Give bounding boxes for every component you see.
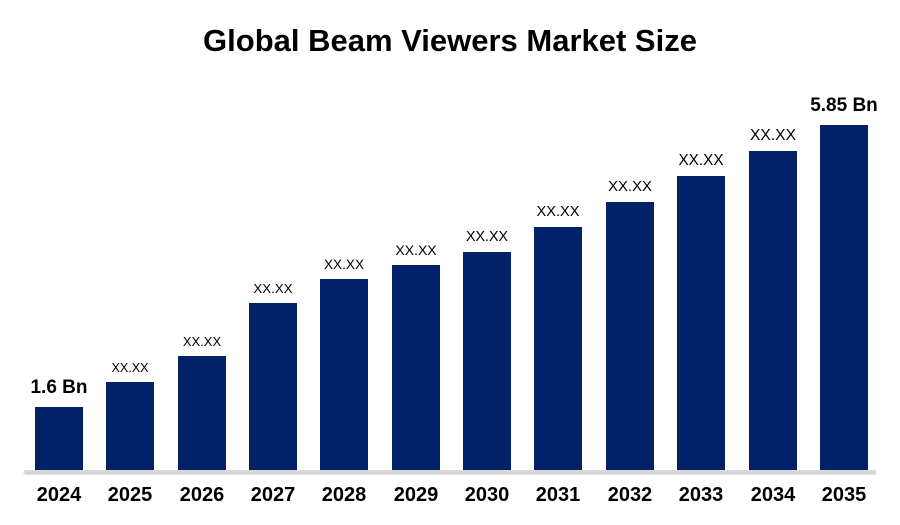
bar-value-label-2030: XX.XX xyxy=(465,229,509,245)
bar-2032 xyxy=(606,202,654,470)
bar-value-label-2034: XX.XX xyxy=(750,127,796,144)
bar-2034 xyxy=(749,151,797,470)
bar-value-label-2027: XX.XX xyxy=(253,281,293,296)
bar-value-label-2031: XX.XX xyxy=(536,204,580,220)
bar-value-label-2035: 5.85 Bn xyxy=(810,95,878,116)
x-axis-label-2027: 2027 xyxy=(250,484,296,506)
x-axis-label-2031: 2031 xyxy=(535,484,581,506)
x-axis-label-2032: 2032 xyxy=(607,484,653,506)
bar-2024 xyxy=(35,407,83,470)
bar-2033 xyxy=(677,176,725,470)
bar-2035 xyxy=(820,125,868,470)
x-axis-label-2030: 2030 xyxy=(464,484,510,506)
bar-value-label-2028: XX.XX xyxy=(323,257,365,272)
x-axis-label-2029: 2029 xyxy=(393,484,439,506)
bar-value-label-2026: XX.XX xyxy=(182,334,222,349)
bar-2029 xyxy=(392,265,440,470)
bar-value-label-2033: XX.XX xyxy=(678,152,724,169)
bar-2030 xyxy=(463,252,511,470)
bar-value-label-2029: XX.XX xyxy=(395,242,437,258)
bar-2025 xyxy=(106,382,154,470)
x-axis-label-2026: 2026 xyxy=(179,484,225,506)
bar-value-label-2025: XX.XX xyxy=(111,361,149,375)
x-axis-label-2033: 2033 xyxy=(678,484,724,506)
bar-2027 xyxy=(249,303,297,470)
x-axis-label-2034: 2034 xyxy=(750,484,796,506)
x-axis-label-2025: 2025 xyxy=(107,484,153,506)
bar-2031 xyxy=(534,227,582,470)
x-axis-label-2035: 2035 xyxy=(821,484,867,506)
x-axis-label-2028: 2028 xyxy=(321,484,367,506)
x-axis-label-2024: 2024 xyxy=(36,484,82,506)
chart-title: Global Beam Viewers Market Size xyxy=(203,23,697,58)
bar-2028 xyxy=(320,279,368,470)
bar-value-label-2032: XX.XX xyxy=(608,179,652,195)
x-axis-line xyxy=(24,470,876,472)
bar-2026 xyxy=(178,356,226,470)
bar-value-label-2024: 1.6 Bn xyxy=(30,377,88,398)
